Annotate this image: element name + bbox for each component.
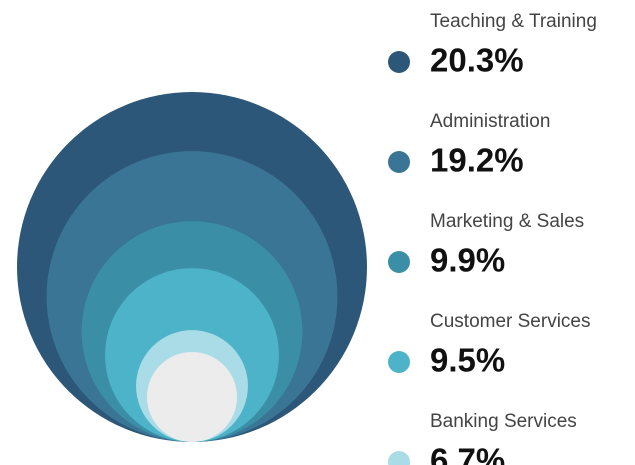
legend-label: Customer Services [430, 311, 591, 332]
value-label: 9.5% [430, 342, 505, 379]
legend-label: Administration [430, 111, 550, 132]
legend-label: Marketing & Sales [430, 211, 584, 232]
value-label: 9.9% [430, 242, 505, 279]
legend-label: Teaching & Training [430, 11, 597, 32]
legend-dot [388, 351, 410, 373]
value-label: 6.7% [430, 442, 505, 465]
legend-dot [388, 251, 410, 273]
value-label: 20.3% [430, 42, 524, 79]
inner-circle [147, 352, 237, 442]
legend-dot [388, 151, 410, 173]
value-label: 19.2% [430, 142, 524, 179]
legend-dot [388, 451, 410, 465]
legend-label: Banking Services [430, 411, 577, 432]
legend-dot [388, 51, 410, 73]
